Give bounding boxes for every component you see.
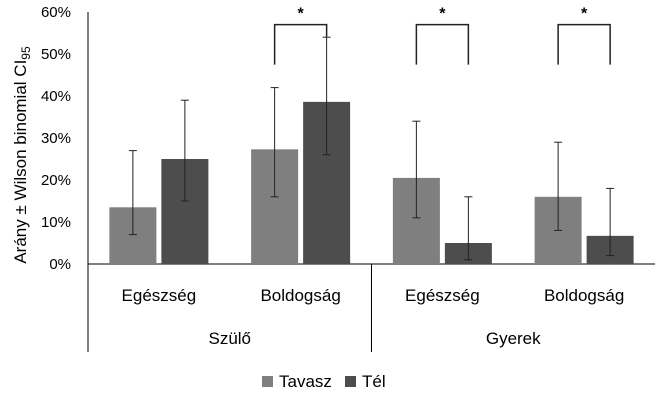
- significance-brackets: * * *: [273, 6, 611, 65]
- y-tick-label: 0%: [49, 256, 71, 273]
- error-bars: [128, 36, 615, 261]
- y-axis-label-main: Arány ± Wilson binomial CI: [11, 60, 30, 264]
- svg-text:Arány ± Wilson binomial CI95: Arány ± Wilson binomial CI95: [11, 46, 33, 264]
- group-label: Szülő: [208, 329, 251, 348]
- legend: Tavasz Tél: [262, 372, 386, 391]
- legend-swatch-tavasz: [262, 376, 273, 387]
- y-tick-label: 10%: [41, 214, 71, 231]
- legend-label-tavasz: Tavasz: [279, 372, 332, 391]
- y-tick-label: 50%: [41, 46, 71, 63]
- category-label: Egészség: [122, 286, 197, 305]
- y-axis-label: Arány ± Wilson binomial CI95: [11, 46, 33, 264]
- bars: [109, 101, 634, 264]
- significance-star: *: [298, 6, 305, 23]
- y-tick-label: 20%: [41, 172, 71, 189]
- legend-label-tél: Tél: [362, 372, 386, 391]
- y-tick-label: 60%: [41, 4, 71, 21]
- significance-star: *: [581, 6, 588, 23]
- group-label: Gyerek: [486, 329, 541, 348]
- y-axis-ticks: 0% 10% 20% 30% 40% 50% 60%: [41, 4, 71, 273]
- category-label: Boldogság: [260, 286, 340, 305]
- y-tick-label: 40%: [41, 88, 71, 105]
- significance-bracket: [415, 23, 470, 65]
- significance-star: *: [439, 6, 446, 23]
- y-axis-label-subscript: 95: [19, 46, 33, 60]
- category-label: Egészség: [405, 286, 480, 305]
- x-axis-labels: Egészség Boldogság Egészség Boldogság Szülő G…: [122, 286, 625, 348]
- significance-bracket: [273, 23, 328, 65]
- significance-bracket: [557, 23, 611, 65]
- category-label: Boldogság: [544, 286, 624, 305]
- y-tick-label: 30%: [41, 130, 71, 147]
- legend-swatch-tél: [345, 376, 356, 387]
